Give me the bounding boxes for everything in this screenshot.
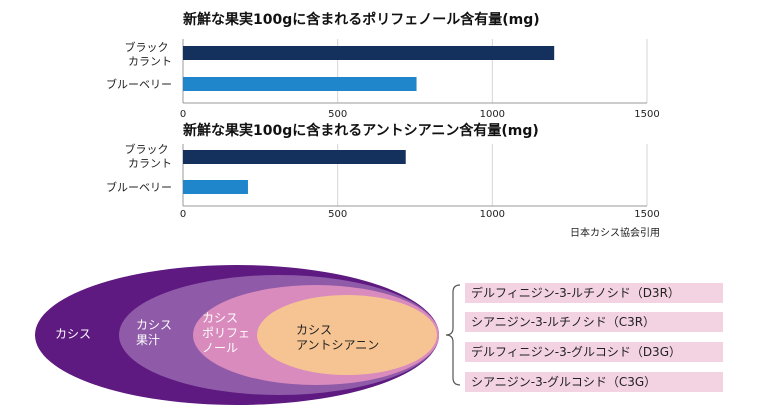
tick-label: 0 (180, 109, 186, 120)
bar (183, 150, 406, 164)
component-item: シアニジン-3-グルコシド（C3G） (465, 372, 723, 392)
tick-labels: 0 500 1000 1500 (180, 109, 660, 120)
nested-ellipse-diagram: カシス カシス 果汁 カシス ポリフェ ノール カシス アントシアニン (35, 265, 439, 405)
tick-label: 1000 (480, 109, 505, 120)
ellipse-label: カシス ポリフェ ノール (202, 311, 254, 355)
tick-label: 0 (180, 209, 186, 220)
bars (183, 46, 555, 91)
chart-title: 新鮮な果実100gに含まれるポリフェノール含有量(mg) (183, 11, 540, 28)
component-item: デルフィニジン-3-ルチノシド（D3R） (465, 283, 723, 303)
tick-label: 1500 (634, 109, 659, 120)
category-label: ブラック カラント (125, 142, 173, 170)
bracket (445, 284, 461, 386)
category-label: ブルーベリー (106, 77, 172, 91)
category-label: ブルーベリー (106, 180, 172, 194)
source-note: 日本カシス協会引用 (570, 226, 660, 239)
tick-label: 1500 (634, 209, 659, 220)
ellipse-label: カシス 果汁 (136, 318, 176, 347)
ellipse-label: カシス (55, 327, 91, 341)
ellipse-label: カシス アントシアニン (296, 323, 379, 352)
chart-title: 新鮮な果実100gに含まれるアントシアニン含有量(mg) (183, 122, 539, 139)
component-item: シアニジン-3-ルチノシド（C3R） (465, 312, 723, 332)
brace-icon (445, 284, 461, 386)
tick-label: 500 (328, 109, 347, 120)
bars (183, 150, 406, 194)
tick-label: 500 (328, 209, 347, 220)
bar (183, 46, 555, 60)
tick-labels: 0 500 1000 1500 (180, 209, 660, 220)
bar (183, 77, 417, 91)
tick-label: 1000 (480, 209, 505, 220)
chart-anthocyanin: 新鮮な果実100gに含まれるアントシアニン含有量(mg) ブラック カラント ブ… (106, 122, 660, 239)
chart-polyphenol: 新鮮な果実100gに含まれるポリフェノール含有量(mg) ブラック カラント ブ… (106, 11, 660, 120)
component-item: デルフィニジン-3-グルコシド（D3G） (465, 342, 723, 362)
category-label: ブラック カラント (125, 40, 173, 68)
bar (183, 180, 248, 194)
ellipse-cassis-anthocyanin (257, 295, 437, 375)
